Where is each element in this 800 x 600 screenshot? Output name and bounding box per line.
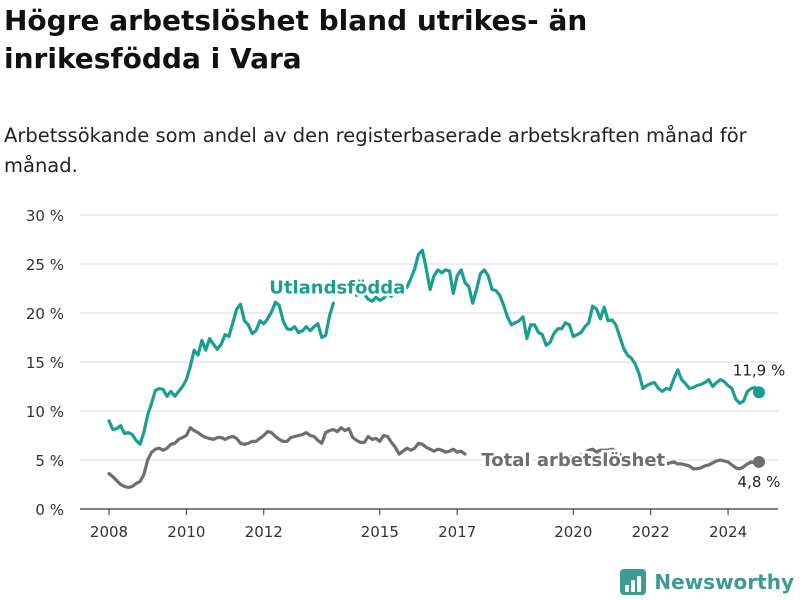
x-tick-label: 2012 xyxy=(245,523,283,541)
x-tick-label: 2008 xyxy=(90,523,128,541)
brand-logo: Newsworthy xyxy=(620,569,794,595)
y-tick-label: 10 % xyxy=(26,403,64,421)
chart-title: Högre arbetslöshet bland utrikes- än inr… xyxy=(4,4,588,75)
x-tick-label: 2015 xyxy=(361,523,399,541)
end-value-label: 4,8 % xyxy=(738,473,781,491)
x-tick-label: 2024 xyxy=(709,523,747,541)
x-tick-label: 2022 xyxy=(632,523,670,541)
y-tick-label: 15 % xyxy=(26,354,64,372)
series-label: Total arbetslöshet xyxy=(481,450,665,471)
bar-chart-icon xyxy=(620,569,647,595)
y-tick-label: 30 % xyxy=(26,207,64,225)
series-line-1 xyxy=(641,458,761,471)
x-tick-label: 2020 xyxy=(554,523,592,541)
end-value-label: 11,9 % xyxy=(733,361,785,379)
series-line-1 xyxy=(548,447,626,461)
y-tick-label: 20 % xyxy=(26,305,64,323)
series-line-0 xyxy=(355,248,761,405)
end-point-marker xyxy=(753,455,765,468)
y-tick-label: 5 % xyxy=(35,452,64,470)
series-line-1 xyxy=(107,426,467,489)
y-tick-label: 25 % xyxy=(26,256,64,274)
end-point-marker xyxy=(753,386,765,399)
series-line-0 xyxy=(107,300,335,446)
brand-name: Newsworthy xyxy=(654,570,794,594)
x-tick-label: 2017 xyxy=(438,523,476,541)
y-tick-label: 0 % xyxy=(35,501,64,519)
x-tick-label: 2010 xyxy=(167,523,205,541)
series-label: Utlandsfödda xyxy=(269,277,405,298)
chart-subtitle: Arbetssökande som andel av den registerb… xyxy=(4,124,747,177)
